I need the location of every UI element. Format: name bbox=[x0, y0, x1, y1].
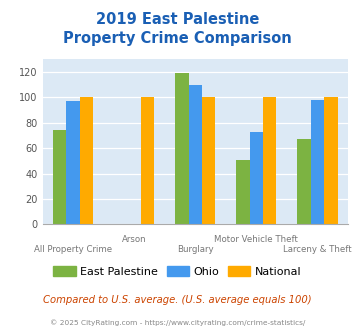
Text: Burglary: Burglary bbox=[177, 245, 214, 254]
Legend: East Palestine, Ohio, National: East Palestine, Ohio, National bbox=[49, 261, 306, 281]
Bar bbox=[236, 160, 250, 224]
Text: Compared to U.S. average. (U.S. average equals 100): Compared to U.S. average. (U.S. average … bbox=[43, 295, 312, 305]
Bar bbox=[202, 97, 215, 224]
Text: All Property Crime: All Property Crime bbox=[34, 245, 112, 254]
Text: © 2025 CityRating.com - https://www.cityrating.com/crime-statistics/: © 2025 CityRating.com - https://www.city… bbox=[50, 319, 305, 326]
Bar bbox=[324, 97, 338, 224]
Text: Arson: Arson bbox=[122, 235, 147, 244]
Bar bbox=[263, 97, 277, 224]
Bar bbox=[297, 139, 311, 224]
Bar bbox=[141, 97, 154, 224]
Text: Property Crime Comparison: Property Crime Comparison bbox=[63, 31, 292, 46]
Bar bbox=[80, 97, 93, 224]
Text: Motor Vehicle Theft: Motor Vehicle Theft bbox=[214, 235, 298, 244]
Text: Larceny & Theft: Larceny & Theft bbox=[283, 245, 352, 254]
Bar bbox=[189, 85, 202, 224]
Text: 2019 East Palestine: 2019 East Palestine bbox=[96, 12, 259, 26]
Bar bbox=[53, 130, 66, 224]
Bar bbox=[250, 132, 263, 224]
Bar bbox=[311, 100, 324, 224]
Bar bbox=[66, 101, 80, 224]
Bar bbox=[175, 73, 189, 224]
